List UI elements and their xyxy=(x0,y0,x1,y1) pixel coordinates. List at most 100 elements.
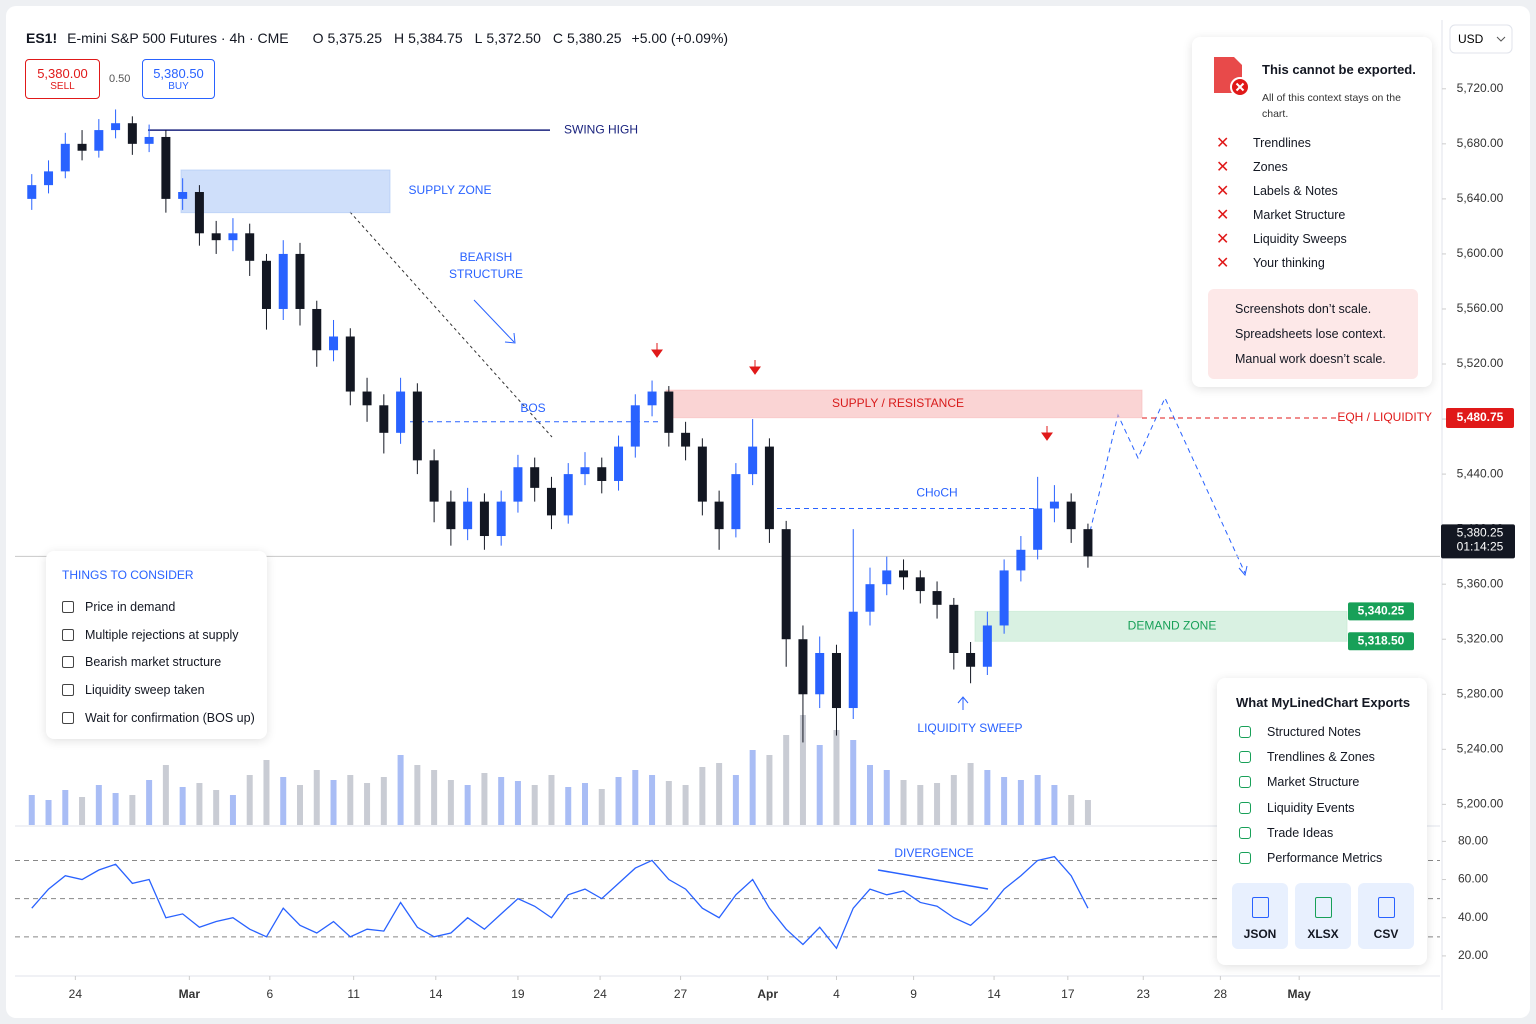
currency-select[interactable] xyxy=(1449,24,1513,54)
candle-body xyxy=(312,308,322,351)
candle-body xyxy=(664,391,674,433)
checklist-item: Bearish market structure xyxy=(62,648,255,676)
x-tick-label: 11 xyxy=(347,987,360,1001)
checkbox[interactable] xyxy=(62,711,74,724)
x-tick-label: 24 xyxy=(593,987,607,1001)
warning-list: ✕ Trendlines ✕ Zones ✕ Labels & Notes ✕ Market … xyxy=(1216,131,1347,275)
checklist-item: Multiple rejections at supply xyxy=(62,621,255,649)
export-item: Trendlines & Zones xyxy=(1239,744,1382,769)
cross-icon: ✕ xyxy=(1216,207,1230,224)
volume-bar xyxy=(950,775,957,825)
checklist-panel: THINGS TO CONSIDER Price in demand Multip… xyxy=(46,551,267,739)
volume-bar xyxy=(447,780,454,825)
y-tick-label: 5,720.00 xyxy=(1457,81,1504,95)
level-label: SWING HIGH xyxy=(564,122,638,136)
checklist-item: Liquidity sweep taken xyxy=(62,676,255,704)
volume-bar xyxy=(414,765,421,825)
checkbox[interactable] xyxy=(62,600,74,613)
candle-body xyxy=(60,143,70,172)
volume-bar xyxy=(883,770,890,825)
x-tick-label: 14 xyxy=(987,987,1001,1001)
candle-body xyxy=(597,467,607,481)
cross-icon: ✕ xyxy=(1216,183,1230,200)
volume-bar xyxy=(665,781,672,825)
volume-bar xyxy=(464,785,471,825)
candle-body xyxy=(563,474,573,516)
volume-bar xyxy=(548,775,555,825)
candle-body xyxy=(228,233,238,241)
candle-body xyxy=(211,233,221,241)
volume-bar xyxy=(1034,775,1041,825)
candle-body xyxy=(764,446,774,530)
x-tick-label: 4 xyxy=(833,987,840,1001)
volume-bar xyxy=(397,755,404,825)
checkbox[interactable] xyxy=(62,683,74,696)
volume-bar xyxy=(229,795,236,825)
warning-item-text: Zones xyxy=(1253,160,1288,174)
volume-bar xyxy=(263,760,270,825)
volume-bar xyxy=(699,767,706,825)
x-tick-label: 23 xyxy=(1137,987,1151,1001)
volume-bar xyxy=(682,785,689,825)
checkbox[interactable] xyxy=(62,628,74,641)
volume-bar xyxy=(749,750,756,825)
ohlc-value: 5,380.25 xyxy=(567,30,622,46)
x-tick-label: 9 xyxy=(910,987,917,1001)
checklist-item: Price in demand xyxy=(62,593,255,621)
volume-bar xyxy=(900,780,907,825)
candle-body xyxy=(697,446,707,502)
candle-body xyxy=(463,501,473,530)
x-tick-label: 14 xyxy=(429,987,443,1001)
checkbox[interactable] xyxy=(62,656,74,669)
format-button[interactable]: JSON xyxy=(1232,883,1288,949)
y-tick-label: 5,280.00 xyxy=(1457,686,1504,700)
volume-bar xyxy=(196,783,203,825)
candle-body xyxy=(111,123,121,131)
warning-note: Screenshots don’t scale. xyxy=(1235,302,1372,316)
projection-arrow xyxy=(1238,565,1248,577)
buy-button[interactable]: 5,380.50 BUY xyxy=(142,59,215,99)
volume-bar xyxy=(380,777,387,825)
candle-body xyxy=(982,625,992,667)
format-button[interactable]: CSV xyxy=(1358,883,1414,949)
candle-body xyxy=(278,253,288,309)
format-button[interactable]: XLSX xyxy=(1295,883,1351,949)
volume-bar xyxy=(280,777,287,825)
candle-body xyxy=(429,460,439,502)
ohlc-item: C 5,380.25 xyxy=(553,30,622,46)
format-label: JSON xyxy=(1243,927,1277,941)
candle-body xyxy=(94,130,104,151)
candle-body xyxy=(396,391,406,433)
volume-bar xyxy=(162,765,169,825)
sell-button[interactable]: 5,380.00 SELL xyxy=(25,59,100,99)
candle-body xyxy=(77,143,87,151)
export-item: Trade Ideas xyxy=(1239,820,1382,845)
checklist-text: Bearish market structure xyxy=(85,655,222,670)
volume-bar xyxy=(62,790,69,825)
candle-body xyxy=(161,136,171,199)
demand-price-label: 5,340.25 xyxy=(1358,604,1405,618)
ohlc-item: H 5,384.75 xyxy=(394,30,463,46)
structure-arrow xyxy=(473,299,515,343)
dropdown-caret xyxy=(1496,36,1506,42)
volume-bar xyxy=(783,735,790,825)
checklist-items: Price in demand Multiple rejections at su… xyxy=(62,593,255,731)
volume-bar xyxy=(313,770,320,825)
volume-bar xyxy=(582,783,588,825)
volume-bar xyxy=(1017,780,1024,825)
volume-bar xyxy=(179,787,186,825)
sell-label: SELL xyxy=(50,81,75,92)
export-icon xyxy=(1239,801,1251,814)
symbol: ES1! xyxy=(26,30,58,46)
candle-body xyxy=(949,604,959,653)
level-label: CHoCH xyxy=(916,486,957,500)
ohlc-key: O xyxy=(312,30,324,46)
candle-body xyxy=(865,584,875,612)
volume-bar xyxy=(45,800,52,825)
buy-label: BUY xyxy=(168,81,189,92)
candle-body xyxy=(362,391,372,406)
sweep-arrow xyxy=(957,696,969,710)
candle-body xyxy=(1033,508,1043,550)
warning-item-text: Market Structure xyxy=(1253,208,1346,222)
